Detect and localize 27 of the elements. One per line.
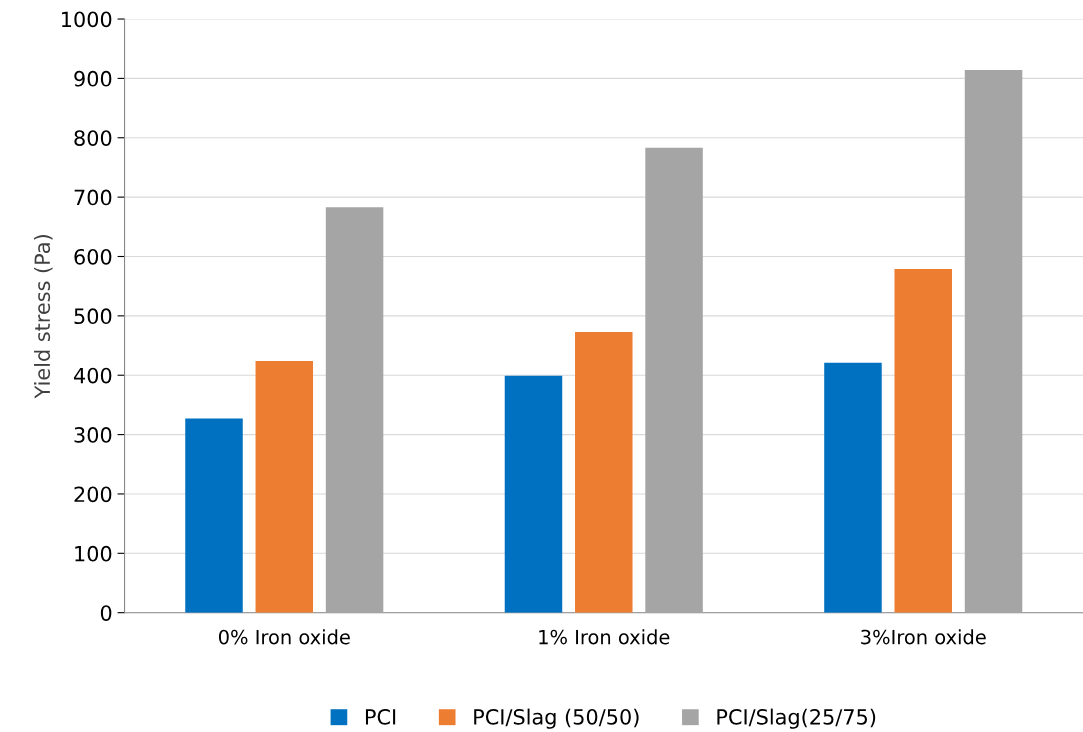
y-tick-label: 500 [74, 308, 112, 325]
x-tick-label: 0% Iron oxide [218, 629, 350, 645]
bar [824, 362, 882, 613]
y-tick-label: 800 [74, 130, 112, 146]
x-tick-label: 3%Iron oxide [861, 629, 986, 645]
bar [964, 70, 1023, 613]
y-tick-label: 1000 [62, 11, 112, 28]
y-tick-label: 0 [100, 605, 112, 621]
y-tick-label: 200 [74, 486, 112, 503]
bar [894, 268, 953, 613]
bar [504, 375, 563, 613]
legend-label: PCI/Slag(25/75) [717, 708, 876, 729]
y-tick-label: 300 [74, 427, 112, 443]
bar [645, 147, 703, 613]
y-tick-label: 700 [74, 189, 112, 206]
y-tick-label: 900 [74, 70, 112, 87]
x-tick-label: 1% Iron oxide [539, 629, 670, 645]
bar [575, 331, 633, 613]
y-tick-label: 100 [75, 545, 112, 562]
bar [185, 418, 243, 613]
bar [325, 207, 384, 613]
y-axis-title: Yield stress (Pa) [34, 235, 53, 399]
legend-label: PCI [365, 708, 396, 725]
y-tick-label: 400 [73, 367, 112, 384]
legend-label: PCI/Slag (50/50) [474, 708, 639, 729]
bar [255, 360, 314, 613]
y-tick-label: 600 [74, 248, 112, 265]
